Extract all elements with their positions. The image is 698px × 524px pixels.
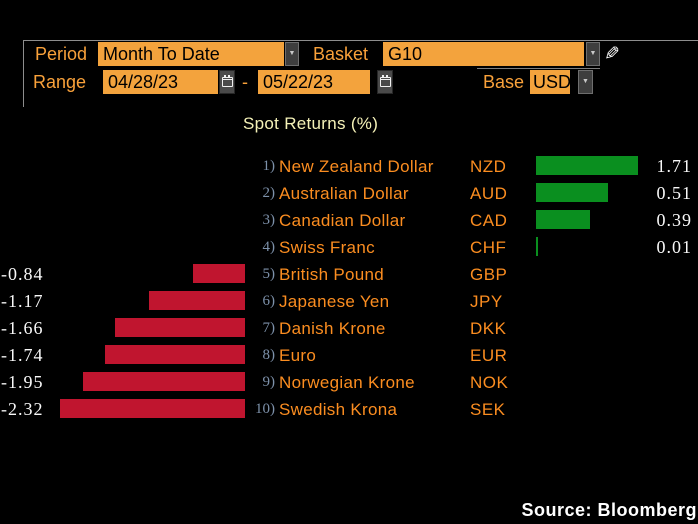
currency-code: GBP	[470, 265, 508, 284]
value-label: 1.71	[656, 156, 692, 176]
value-label: -2.32	[1, 399, 44, 419]
chart-row: 3) Canadian Dollar CAD 0.39	[0, 207, 698, 234]
rank-label: 3)	[262, 212, 276, 228]
value-label: -1.66	[1, 318, 44, 338]
positive-bar	[536, 156, 638, 175]
chart-row: 8) Euro EUR -1.74	[0, 342, 698, 369]
basket-label: Basket	[313, 44, 369, 64]
base-dropdown-button[interactable]: ▼	[578, 70, 593, 94]
calendar-icon	[379, 75, 391, 87]
basket-select[interactable]: G10	[383, 42, 584, 66]
negative-bar	[149, 291, 245, 310]
toolbar-left-border	[23, 40, 24, 107]
chevron-down-icon: ▼	[582, 78, 589, 85]
negative-bar	[115, 318, 245, 337]
calendar-icon	[221, 75, 233, 87]
currency-name: New Zealand Dollar	[279, 157, 434, 176]
chart-row: 6) Japanese Yen JPY -1.17	[0, 288, 698, 315]
rank-label: 6)	[262, 293, 276, 309]
range-start-input[interactable]: 04/28/23	[103, 70, 218, 94]
positive-bar	[536, 237, 538, 256]
chart-row: 7) Danish Krone DKK -1.66	[0, 315, 698, 342]
currency-name: Norwegian Krone	[279, 373, 415, 392]
currency-code: NOK	[470, 373, 509, 392]
positive-bar	[536, 183, 608, 202]
currency-code: CHF	[470, 238, 507, 257]
value-label: -1.74	[1, 345, 44, 365]
rank-label: 7)	[262, 320, 276, 336]
currency-name: Swedish Krona	[279, 400, 398, 419]
negative-bar	[105, 345, 245, 364]
base-select[interactable]: USD	[530, 70, 570, 94]
value-label: 0.51	[656, 183, 692, 203]
rank-label: 1)	[262, 158, 276, 174]
currency-code: CAD	[470, 211, 508, 230]
value-label: 0.01	[656, 237, 692, 257]
value-label: 0.39	[656, 210, 692, 230]
currency-code: EUR	[470, 346, 508, 365]
chart-row: 1) New Zealand Dollar NZD 1.71	[0, 153, 698, 180]
period-dropdown-button[interactable]: ▼	[285, 42, 299, 66]
currency-code: NZD	[470, 157, 507, 176]
rank-label: 4)	[262, 239, 276, 255]
currency-code: DKK	[470, 319, 507, 338]
source-label: Source: Bloomberg	[521, 500, 697, 520]
value-label: -0.84	[1, 264, 44, 284]
currency-name: Swiss Franc	[279, 238, 375, 257]
chart-row: 10) Swedish Krona SEK -2.32	[0, 396, 698, 423]
value-label: -1.95	[1, 372, 44, 392]
range-label: Range	[33, 72, 87, 92]
value-label: -1.17	[1, 291, 44, 311]
chart-row: 2) Australian Dollar AUD 0.51	[0, 180, 698, 207]
negative-bar	[60, 399, 245, 418]
rank-label: 10)	[255, 401, 275, 417]
toolbar-group-divider	[477, 68, 600, 69]
currency-code: SEK	[470, 400, 506, 419]
edit-pencil-icon[interactable]: ✎	[604, 43, 620, 65]
range-end-input[interactable]: 05/22/23	[258, 70, 370, 94]
currency-name: Euro	[279, 346, 317, 365]
currency-name: Australian Dollar	[279, 184, 409, 203]
rank-label: 9)	[262, 374, 276, 390]
period-select[interactable]: Month To Date	[98, 42, 284, 66]
chart-row: 9) Norwegian Krone NOK -1.95	[0, 369, 698, 396]
period-label: Period	[35, 44, 88, 64]
currency-name: Japanese Yen	[279, 292, 390, 311]
range-end-calendar-button[interactable]	[377, 70, 393, 94]
rank-label: 5)	[262, 266, 276, 282]
rank-label: 2)	[262, 185, 276, 201]
toolbar-top-border	[23, 40, 698, 41]
currency-code: JPY	[470, 292, 503, 311]
chart-row: 5) British Pound GBP -0.84	[0, 261, 698, 288]
currency-code: AUD	[470, 184, 508, 203]
negative-bar	[193, 264, 245, 283]
range-start-calendar-button[interactable]	[219, 70, 235, 94]
base-label: Base	[483, 72, 525, 92]
currency-name: Canadian Dollar	[279, 211, 406, 230]
negative-bar	[83, 372, 245, 391]
chevron-down-icon: ▼	[288, 50, 296, 57]
chart-title: Spot Returns (%)	[243, 114, 379, 133]
positive-bar	[536, 210, 590, 229]
currency-name: British Pound	[279, 265, 385, 284]
rank-label: 8)	[262, 347, 276, 363]
chevron-down-icon: ▼	[589, 50, 597, 57]
basket-dropdown-button[interactable]: ▼	[586, 42, 600, 66]
range-separator: -	[242, 72, 248, 92]
currency-name: Danish Krone	[279, 319, 386, 338]
chart-row: 4) Swiss Franc CHF 0.01	[0, 234, 698, 261]
